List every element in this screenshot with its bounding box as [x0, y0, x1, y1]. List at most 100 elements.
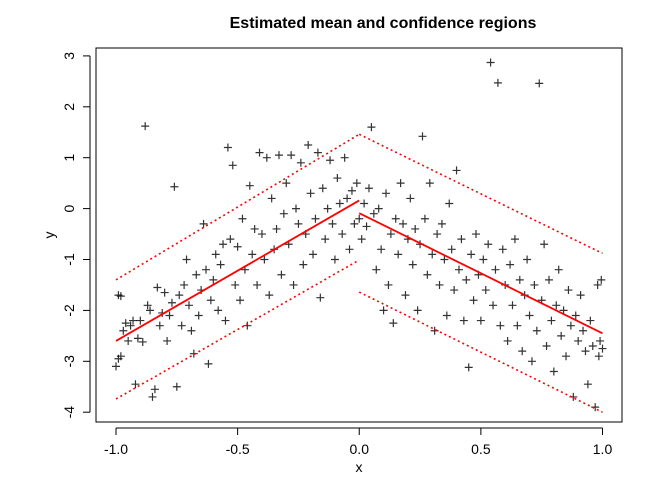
data-point	[245, 181, 254, 190]
data-point	[542, 342, 551, 351]
data-point	[559, 306, 568, 315]
data-point	[506, 260, 515, 269]
data-point	[160, 288, 169, 297]
y-axis: -4 -3 -2 -1 0 1 2 3	[61, 52, 91, 418]
data-point	[282, 179, 291, 188]
data-point	[330, 255, 339, 264]
data-point	[571, 311, 580, 320]
data-point	[535, 79, 544, 88]
data-point	[544, 275, 553, 284]
data-point	[238, 214, 247, 223]
data-point	[345, 245, 354, 254]
data-point	[116, 292, 125, 301]
data-point	[133, 334, 142, 343]
data-point	[481, 286, 490, 295]
data-point	[557, 331, 566, 340]
data-point	[126, 321, 135, 330]
data-point	[257, 230, 266, 239]
data-point	[437, 219, 446, 228]
data-point	[508, 301, 517, 310]
data-point	[350, 219, 359, 228]
data-point	[447, 245, 456, 254]
data-point	[523, 255, 532, 264]
data-point	[362, 222, 371, 231]
data-point	[143, 301, 152, 310]
x-axis-label: x	[356, 459, 363, 475]
data-point	[459, 316, 468, 325]
data-point	[401, 291, 410, 300]
data-point	[347, 186, 356, 195]
data-point	[513, 321, 522, 330]
data-point	[469, 296, 478, 305]
data-point	[148, 392, 157, 401]
data-point	[562, 352, 571, 361]
x-tick-label: 1.0	[593, 441, 613, 457]
data-point	[311, 214, 320, 223]
data-point	[323, 204, 332, 213]
data-point	[532, 326, 541, 335]
data-point	[462, 275, 471, 284]
data-point	[221, 316, 230, 325]
data-point	[454, 265, 463, 274]
y-tick-label: 3	[61, 52, 77, 60]
data-point	[576, 291, 585, 300]
data-point	[112, 362, 120, 371]
data-point	[367, 123, 376, 132]
data-point	[333, 174, 342, 183]
data-point	[525, 311, 534, 320]
data-point	[335, 199, 344, 208]
x-tick-label: -1.0	[104, 441, 128, 457]
data-point	[515, 275, 524, 284]
data-point	[464, 363, 473, 372]
data-point	[428, 250, 437, 259]
data-point	[199, 219, 208, 228]
data-point	[549, 367, 558, 376]
data-point	[343, 194, 352, 203]
data-point	[364, 184, 373, 193]
data-point	[216, 260, 225, 269]
data-point	[452, 166, 461, 175]
data-point	[236, 296, 245, 305]
data-point	[231, 280, 240, 289]
data-point	[479, 255, 488, 264]
data-point	[296, 158, 305, 167]
data-point	[399, 219, 408, 228]
data-point	[408, 260, 417, 269]
data-point	[527, 357, 536, 366]
data-point	[588, 342, 597, 351]
data-point	[597, 275, 606, 284]
upper-confidence-line	[358, 133, 603, 255]
data-point	[226, 235, 235, 244]
data-point	[355, 214, 364, 223]
data-point	[486, 58, 495, 67]
data-point	[318, 184, 327, 193]
data-point	[141, 122, 150, 131]
data-point	[119, 326, 128, 335]
data-point	[177, 321, 186, 330]
x-tick-label: -0.5	[226, 441, 250, 457]
data-point	[581, 347, 590, 356]
data-point	[418, 132, 427, 141]
data-point	[382, 189, 391, 198]
data-point	[124, 336, 133, 345]
data-point	[292, 204, 301, 213]
data-point	[219, 240, 228, 249]
data-point	[255, 148, 264, 157]
data-point	[289, 280, 298, 289]
data-point	[391, 214, 400, 223]
data-point	[423, 270, 432, 279]
data-point	[155, 321, 164, 330]
data-points	[112, 58, 607, 412]
data-point	[304, 140, 313, 149]
data-point	[450, 286, 459, 295]
data-point	[374, 204, 383, 213]
x-tick-label: 0.0	[350, 441, 370, 457]
data-point	[243, 321, 252, 330]
data-point	[360, 199, 369, 208]
data-point	[552, 301, 561, 310]
data-point	[192, 270, 201, 279]
data-point	[493, 78, 502, 87]
data-point	[165, 311, 174, 320]
data-point	[510, 235, 519, 244]
data-point	[274, 151, 283, 160]
